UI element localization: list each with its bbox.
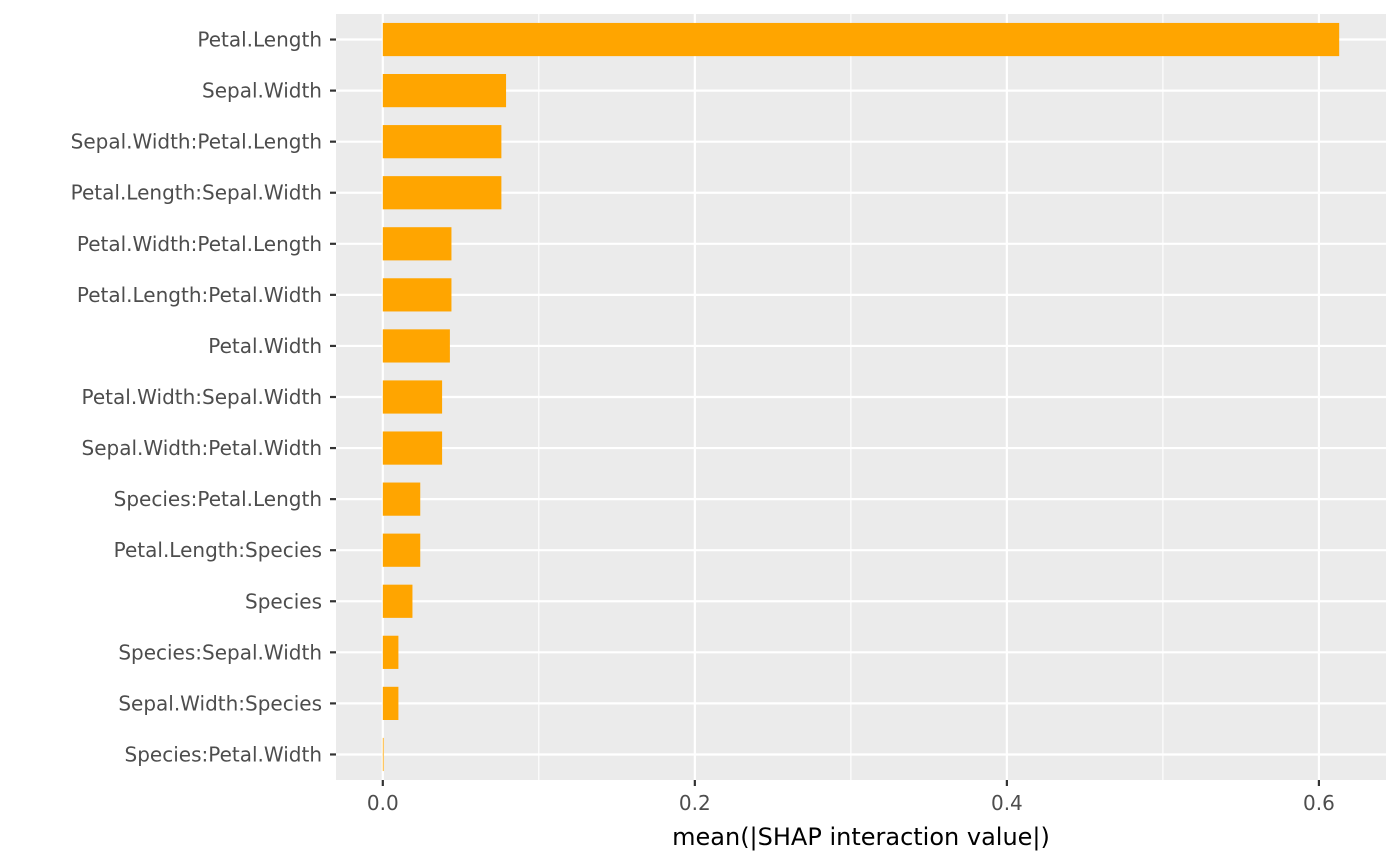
bar (382, 686, 399, 720)
bar (382, 227, 452, 261)
x-tick-label: 0.0 (367, 791, 399, 815)
bar (382, 380, 443, 414)
y-tick-label: Petal.Length:Petal.Width (77, 283, 322, 307)
y-tick-label: Species:Petal.Width (125, 742, 322, 766)
x-axis-title: mean(|SHAP interaction value|) (672, 823, 1050, 851)
bars (382, 22, 1340, 772)
y-tick-label: Petal.Length (197, 28, 322, 52)
bar (382, 125, 502, 159)
x-tick-label: 0.2 (679, 791, 711, 815)
bar (382, 533, 421, 567)
y-axis: Petal.Length Sepal.Width Sepal.Width:Petal… (71, 28, 336, 766)
y-tick-label: Petal.Width:Sepal.Width (82, 385, 322, 409)
x-tick-label: 0.4 (991, 791, 1023, 815)
x-axis: 0.0 0.2 0.4 0.6 (367, 780, 1335, 815)
y-tick-label: Species:Petal.Length (114, 487, 322, 511)
y-tick-label: Petal.Width (208, 334, 322, 358)
bar (382, 482, 421, 516)
bar (382, 635, 399, 669)
y-tick-label: Petal.Length:Sepal.Width (71, 181, 322, 205)
bar (382, 74, 507, 108)
bar (382, 176, 502, 210)
bar (382, 329, 450, 363)
bar (382, 737, 384, 772)
y-tick-label: Species (245, 589, 322, 613)
y-tick-label: Sepal.Width:Petal.Width (82, 436, 322, 460)
y-tick-label: Sepal.Width:Petal.Length (71, 130, 322, 154)
y-tick-label: Petal.Length:Species (114, 538, 322, 562)
bar (382, 278, 452, 312)
y-tick-label: Species:Sepal.Width (118, 640, 322, 664)
y-tick-label: Petal.Width:Petal.Length (77, 232, 322, 256)
y-tick-label: Sepal.Width (202, 79, 322, 103)
bar (382, 22, 1340, 57)
bar (382, 584, 413, 618)
y-tick-label: Sepal.Width:Species (118, 691, 322, 715)
bar (382, 431, 443, 465)
x-tick-label: 0.6 (1303, 791, 1335, 815)
